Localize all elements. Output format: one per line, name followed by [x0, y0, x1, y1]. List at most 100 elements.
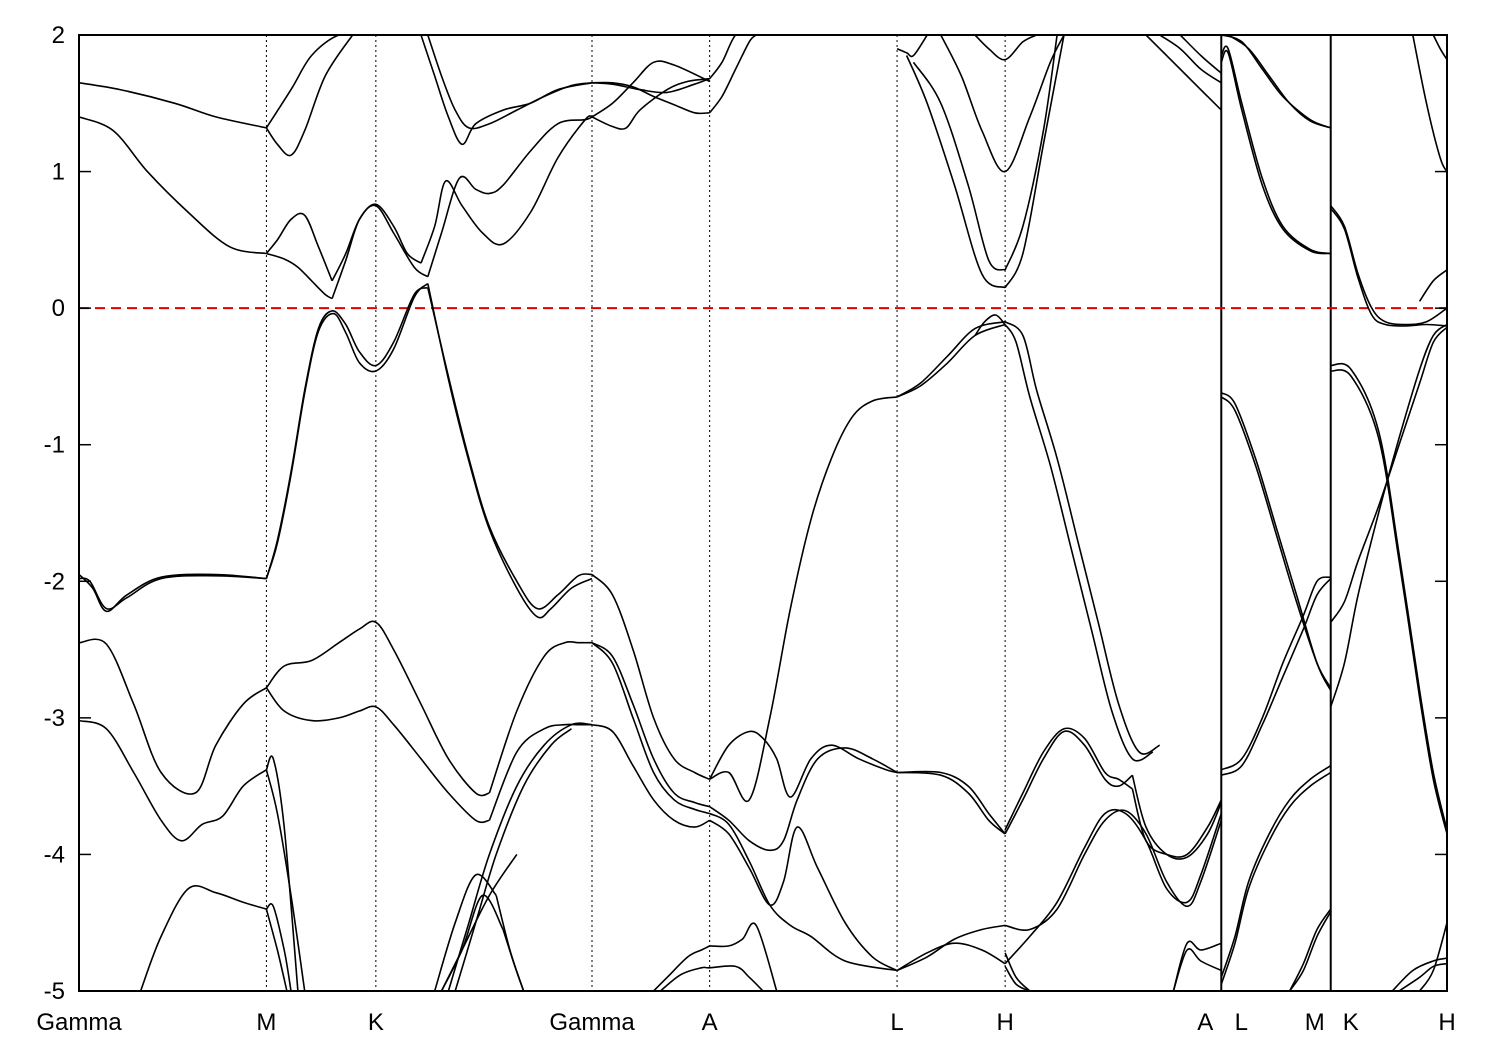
band-line [1220, 771, 1332, 985]
band-line [1179, 35, 1222, 74]
band-line [709, 396, 898, 803]
band-line [331, 204, 429, 299]
band-line [896, 942, 1006, 972]
plot-border [78, 34, 1448, 992]
band-line [79, 638, 267, 795]
band-line [1220, 49, 1331, 255]
band-line [265, 902, 292, 991]
y-tick-label: -1 [44, 432, 65, 459]
band-line [454, 728, 572, 991]
band-line [1288, 908, 1332, 991]
band-line [1330, 207, 1447, 327]
band-line [1220, 576, 1331, 771]
band-line [265, 687, 490, 824]
x-tick-label: K [1343, 1009, 1359, 1036]
band-line [265, 286, 429, 579]
band-line [1004, 730, 1133, 835]
y-tick-label: -3 [44, 705, 65, 732]
band-line [265, 35, 354, 157]
plot-frame [78, 34, 1448, 992]
band-line [502, 929, 525, 991]
band-line [433, 873, 497, 991]
band-line [488, 640, 592, 794]
band-line [708, 35, 757, 114]
band-line [1004, 727, 1133, 831]
band-line [1220, 45, 1331, 255]
band-line [1227, 35, 1331, 129]
x-tick-label: H [1438, 1009, 1455, 1036]
band-line [905, 55, 1006, 289]
y-tick-label: 0 [52, 295, 65, 322]
band-line [1159, 35, 1222, 84]
band-line [495, 895, 525, 991]
band-line [331, 203, 422, 282]
band-line [79, 82, 267, 129]
band-line [1330, 369, 1447, 835]
x-tick-label: A [1197, 1009, 1213, 1036]
band-line [1391, 957, 1447, 991]
band-line [591, 641, 710, 808]
band-line [265, 35, 367, 129]
band-line [1329, 323, 1447, 708]
band-line [420, 115, 593, 264]
band-line [659, 965, 764, 991]
band-line [896, 35, 928, 58]
band-line [1004, 35, 1058, 271]
band-line [591, 642, 710, 815]
x-tick-label: M [1305, 1009, 1325, 1036]
band-line [1432, 35, 1447, 61]
x-tick-label: L [1235, 1009, 1248, 1036]
band-line [1289, 911, 1332, 991]
band-line [427, 287, 593, 610]
band-line [1004, 952, 1031, 991]
y-tick-label: -2 [44, 568, 65, 595]
band-line [1221, 35, 1332, 129]
band-line [896, 924, 1006, 972]
band-line [1220, 578, 1332, 776]
band-line [1220, 396, 1332, 689]
y-tick-label: 1 [52, 159, 65, 186]
band-line [440, 853, 518, 991]
band-line [709, 812, 898, 972]
band-line [653, 945, 710, 991]
band-line [447, 722, 593, 991]
band-line [591, 77, 710, 130]
x-tick-label: Gamma [549, 1009, 635, 1036]
band-line [1004, 809, 1223, 931]
band-line [79, 574, 267, 610]
x-tick-label: K [368, 1009, 384, 1036]
band-line [265, 755, 299, 991]
band-line [709, 922, 778, 991]
band-line [591, 77, 710, 94]
band-line [1131, 775, 1223, 860]
x-axis-ticks: Gamma M K Gamma A L H A L M K H [36, 1009, 1455, 1036]
band-lines [79, 35, 1447, 991]
band-line [1004, 35, 1065, 289]
band-line [897, 770, 1006, 835]
band-line [708, 35, 763, 80]
band-line [1330, 205, 1447, 326]
kpoint-grid-lines [265, 35, 1332, 991]
band-line [266, 252, 333, 300]
band-line [896, 323, 1006, 398]
band-line [1418, 922, 1447, 991]
x-tick-label: A [702, 1009, 718, 1036]
band-line [1220, 765, 1332, 978]
band-line [1131, 788, 1223, 858]
x-tick-label: L [890, 1009, 903, 1036]
y-axis-ticks: -5 -4 -3 -2 -1 0 1 2 [44, 22, 1447, 1005]
y-tick-label: 2 [52, 22, 65, 49]
band-line [896, 321, 1006, 398]
band-line [79, 573, 267, 613]
band-line [1412, 35, 1447, 173]
band-line [1004, 965, 1031, 991]
band-line [265, 620, 490, 797]
band-line [1145, 35, 1222, 111]
band-line [139, 885, 267, 991]
y-tick-label: -5 [44, 978, 65, 1005]
band-line [591, 573, 710, 781]
x-tick-label: Gamma [36, 1009, 122, 1036]
band-line [974, 314, 1006, 336]
band-line [1004, 808, 1223, 965]
